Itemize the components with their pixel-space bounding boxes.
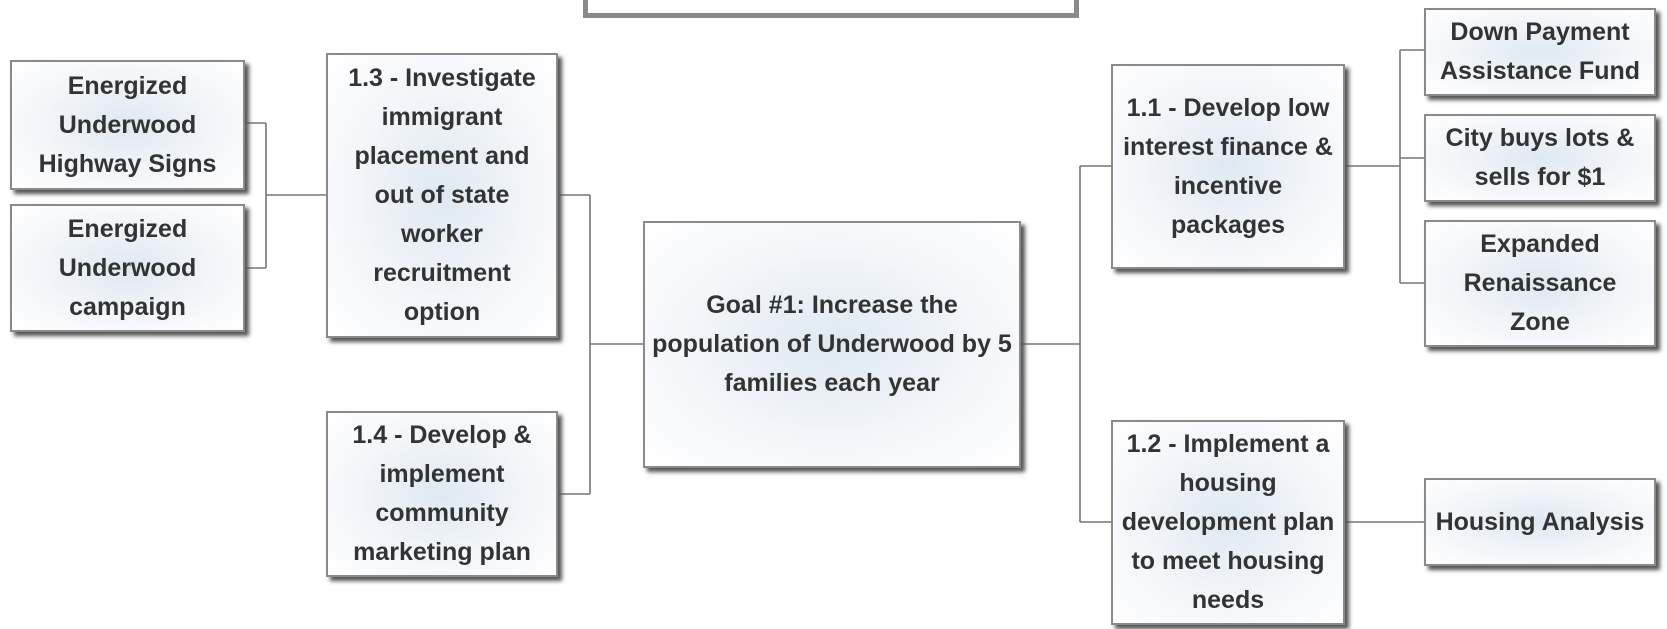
strategy-node: 1.2 - Implement a housing development pl… xyxy=(1111,420,1345,625)
parent-node-edge xyxy=(583,0,1079,18)
strategy-node: 1.1 - Develop low interest finance & inc… xyxy=(1111,64,1345,269)
strategy-node: 1.4 - Develop & implement community mark… xyxy=(326,411,558,577)
action-node: Energized Underwood campaign xyxy=(10,204,245,332)
action-node: Housing Analysis xyxy=(1424,478,1656,566)
action-node: City buys lots & sells for $1 xyxy=(1424,114,1656,202)
strategy-node: 1.3 - Investigate immigrant placement an… xyxy=(326,53,558,338)
action-node: Down Payment Assistance Fund xyxy=(1424,8,1656,96)
action-node: Energized Underwood Highway Signs xyxy=(10,60,245,190)
action-node: Expanded Renaissance Zone xyxy=(1424,220,1656,347)
goal-node: Goal #1: Increase the population of Unde… xyxy=(643,221,1021,468)
